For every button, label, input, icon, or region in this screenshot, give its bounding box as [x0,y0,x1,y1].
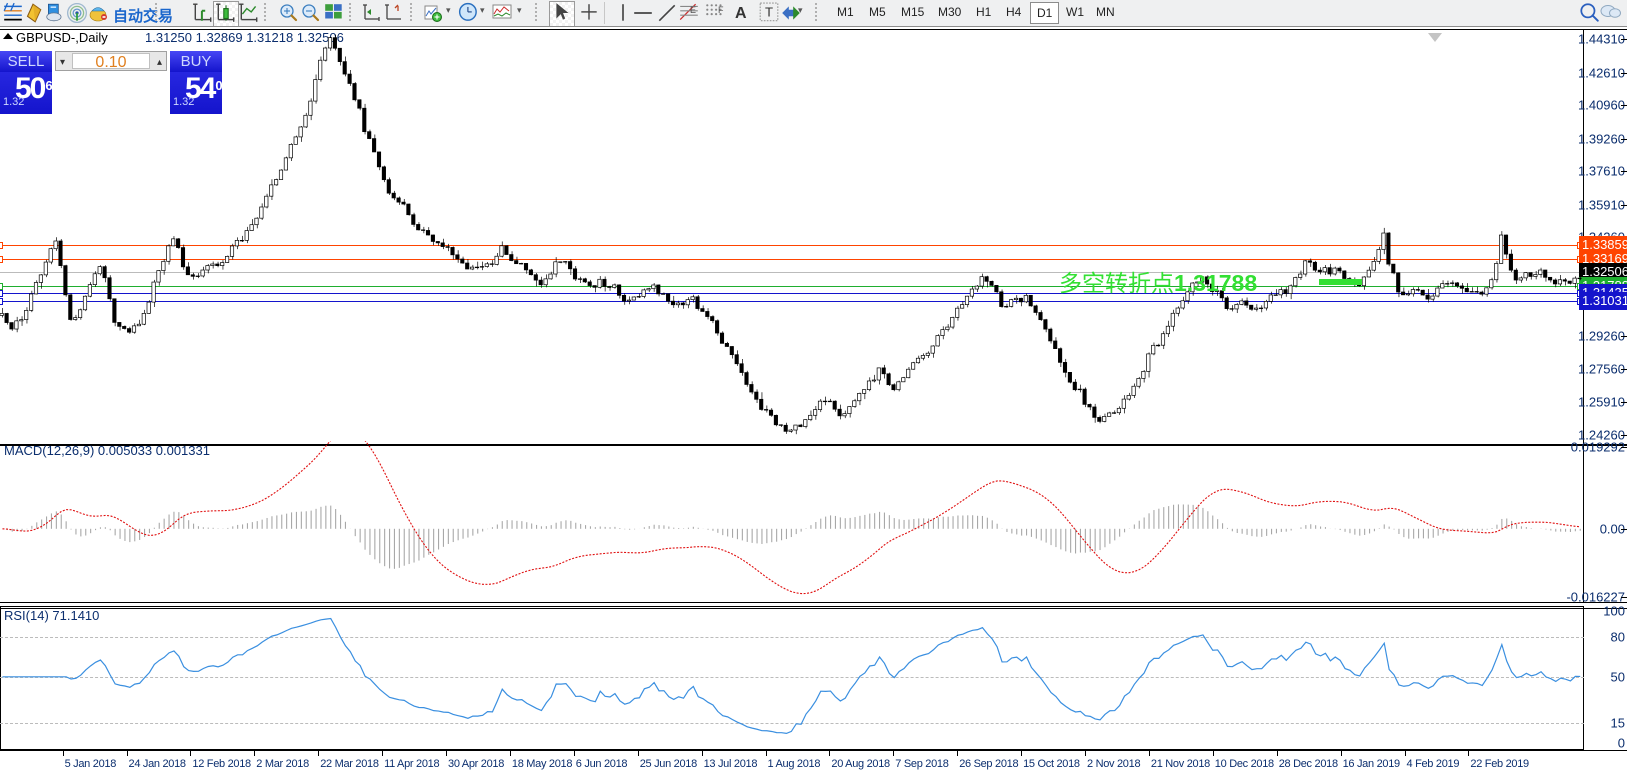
svg-text:T: T [765,4,773,19]
